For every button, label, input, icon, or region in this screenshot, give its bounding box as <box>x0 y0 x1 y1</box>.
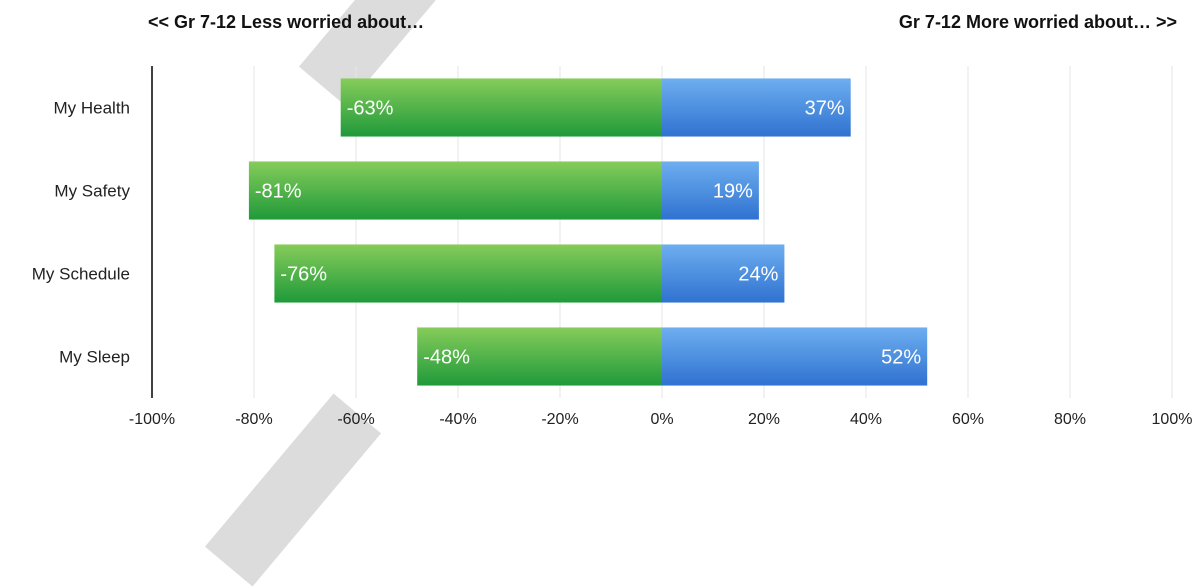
data-label-less: -48% <box>423 347 470 369</box>
bar-less-worried <box>248 161 662 220</box>
data-label-less: -81% <box>255 181 302 203</box>
category-label: My Safety <box>54 182 130 201</box>
diverging-bar-chart: -63% -81% -76% -48% 37% 19% 24% 52% -100% -80% -6… <box>32 66 1193 428</box>
category-label: My Schedule <box>32 265 130 284</box>
data-label-more: 52% <box>881 347 921 369</box>
bar-less-worried <box>417 327 662 386</box>
bar-more-worried <box>662 244 785 303</box>
header-less-worried: << Gr 7-12 Less worried about… <box>148 12 425 32</box>
x-tick-label: 80% <box>1054 411 1086 428</box>
x-tick-label: -100% <box>129 411 175 428</box>
data-label-less: -63% <box>347 98 394 120</box>
data-label-more: 19% <box>713 181 753 203</box>
bar-more-worried <box>662 327 928 386</box>
x-tick-label: 40% <box>850 411 882 428</box>
x-tick-label: -60% <box>337 411 374 428</box>
x-tick-label: 0% <box>650 411 673 428</box>
header-more-worried: Gr 7-12 More worried about… >> <box>898 12 1177 32</box>
bar-more-worried <box>662 78 851 137</box>
category-label: My Sleep <box>59 348 130 367</box>
x-tick-label: 20% <box>748 411 780 428</box>
category-label: My Health <box>53 99 130 118</box>
bar-more-worried <box>662 161 759 220</box>
data-label-less: -76% <box>280 264 327 286</box>
x-tick-label: -20% <box>541 411 578 428</box>
x-tick-label: -80% <box>235 411 272 428</box>
bar-less-worried <box>340 78 662 137</box>
x-tick-label: 60% <box>952 411 984 428</box>
data-label-more: 37% <box>805 98 845 120</box>
bar-less-worried <box>274 244 662 303</box>
x-tick-label: -40% <box>439 411 476 428</box>
x-tick-label: 100% <box>1152 411 1193 428</box>
data-label-more: 24% <box>738 264 778 286</box>
